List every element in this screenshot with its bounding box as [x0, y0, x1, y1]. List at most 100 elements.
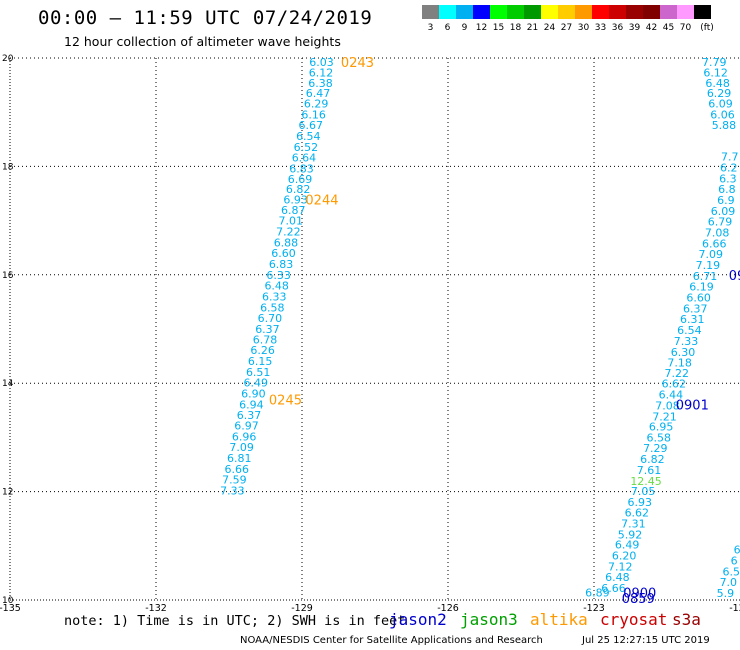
wave-height-value: 6.29 — [304, 98, 329, 111]
satellite-legend-s3a: s3a — [672, 610, 701, 629]
y-tick-label: 14 — [2, 379, 14, 389]
wave-height-value: 6.52 — [294, 141, 319, 154]
colorbar-label: 30 — [577, 23, 590, 33]
wave-height-value: 6.49 — [244, 377, 269, 390]
wave-height-value: 12.45 — [630, 475, 662, 488]
colorbar-label: 6 — [444, 23, 451, 33]
wave-height-value: 6.31 — [680, 313, 705, 326]
wave-height-value: 7.08 — [655, 399, 680, 412]
wave-height-value: 6.54 — [677, 324, 702, 337]
map-title: 00:00 – 11:59 UTC 07/24/2019 — [38, 7, 373, 29]
wave-height-value: 6.8 — [718, 183, 736, 196]
wave-height-value: 7.22 — [664, 367, 689, 380]
x-tick-label: -120 — [729, 603, 740, 614]
wave-height-value: 6.48 — [705, 77, 730, 90]
credit-line: NOAA/NESDIS Center for Satellite Applica… — [240, 635, 543, 646]
colorbar-swatch — [507, 5, 524, 19]
wave-height-value: 6.62 — [625, 507, 650, 520]
wave-height-value: 6.60 — [686, 292, 711, 305]
colorbar-label: 27 — [560, 23, 573, 33]
wave-height-value: 7.12 — [608, 560, 633, 573]
wave-height-value: 5.9 — [717, 587, 735, 600]
colorbar-swatch — [558, 5, 575, 19]
wave-height-value: 6 — [731, 554, 738, 567]
wave-height-value: 6.81 — [227, 452, 252, 465]
wave-height-value: 6.33 — [266, 269, 291, 282]
wave-height-value: 6.66 — [702, 237, 727, 250]
wave-height-value: 6.94 — [239, 398, 264, 411]
wave-height-value: 6.30 — [671, 346, 696, 359]
colorbar-label: 15 — [492, 23, 505, 33]
x-tick-label: -132 — [145, 603, 167, 614]
wave-height-value: 6.48 — [605, 571, 630, 584]
colorbar-label: 36 — [611, 23, 624, 33]
colorbar-label: 42 — [645, 23, 658, 33]
colorbar-swatch — [439, 5, 456, 19]
wave-height-value: 7.21 — [652, 410, 677, 423]
pass-time-label: 0859 — [622, 592, 655, 607]
y-tick-label: 10 — [2, 596, 14, 606]
wave-height-value: 6.12 — [703, 67, 728, 80]
colorbar-swatch — [456, 5, 473, 19]
wave-height-value: 6.29 — [707, 87, 732, 100]
pass-time-label: 09 — [729, 269, 740, 284]
wave-height-value: 6.33 — [262, 290, 287, 303]
wave-height-value: 6.20 — [612, 550, 637, 563]
wave-height-value: 6.38 — [308, 77, 333, 90]
wave-height-value: 6.5 — [722, 565, 740, 578]
pass-time-label: 0901 — [676, 398, 709, 413]
wave-height-value: 7.18 — [667, 357, 692, 370]
colorbar-swatch — [422, 5, 439, 19]
wave-height-value: 6.48 — [264, 280, 289, 293]
wave-height-value: 6.87 — [281, 204, 306, 217]
pass-time-label: 0244 — [305, 193, 338, 208]
y-tick-label: 16 — [2, 271, 14, 281]
wave-height-value: 7.59 — [222, 474, 247, 487]
wave-height-value: 6.66 — [225, 463, 250, 476]
y-tick-label: 12 — [2, 488, 13, 498]
wave-height-value: 6.83 — [269, 258, 294, 271]
colorbar-label: 3 — [427, 23, 434, 33]
footer-note: note: 1) Time is in UTC; 2) SWH is in fe… — [64, 613, 406, 629]
wave-height-value: 6.58 — [260, 301, 285, 314]
wave-height-value: 6.47 — [306, 87, 331, 100]
wave-height-value: 6.49 — [615, 539, 640, 552]
wave-height-value: 6.95 — [649, 421, 674, 434]
wave-height-value: 6.15 — [248, 355, 273, 368]
wave-height-value: 7.0 — [720, 576, 738, 589]
wave-height-value: 7.05 — [631, 485, 656, 498]
wave-height-value: 7.29 — [643, 442, 668, 455]
wave-height-value: 6.93 — [627, 496, 652, 509]
colorbar-swatch — [626, 5, 643, 19]
wave-height-value: 6.12 — [309, 67, 334, 80]
wave-height-value: 7.01 — [279, 215, 304, 228]
wave-height-value: 7.09 — [699, 248, 724, 261]
wave-height-value: 6.69 — [288, 173, 313, 186]
wave-height-value: 6.03 — [309, 56, 334, 69]
colorbar-label: 39 — [628, 23, 641, 33]
satellite-legend-jason3: jason3 — [460, 610, 518, 629]
pass-time-label: 0243 — [341, 56, 374, 71]
wave-height-value: 6.62 — [662, 378, 687, 391]
wave-height-value: 6.58 — [646, 431, 671, 444]
wave-height-value: 6.37 — [237, 409, 262, 422]
wave-height-value: 6.51 — [246, 366, 271, 379]
y-tick-label: 20 — [2, 54, 14, 64]
x-tick-label: -123 — [583, 603, 605, 614]
colorbar-label: 70 — [679, 23, 692, 33]
x-tick-label: -126 — [437, 603, 459, 614]
wave-height-value: 6.79 — [708, 216, 733, 229]
colorbar-swatch — [524, 5, 541, 19]
colorbar-swatch — [541, 5, 558, 19]
wave-height-value: 6.44 — [659, 389, 684, 402]
colorbar-label: 24 — [543, 23, 556, 33]
wave-height-value: 6.78 — [253, 333, 278, 346]
wave-height-value: 6.71 — [693, 270, 718, 283]
wave-height-value: 6.64 — [292, 152, 317, 165]
colorbar-swatch — [473, 5, 490, 19]
wave-height-value: 7.22 — [276, 225, 301, 238]
colorbar-swatch — [490, 5, 507, 19]
x-tick-label: -135 — [0, 603, 21, 614]
wave-height-value: 6.2 — [720, 161, 738, 174]
